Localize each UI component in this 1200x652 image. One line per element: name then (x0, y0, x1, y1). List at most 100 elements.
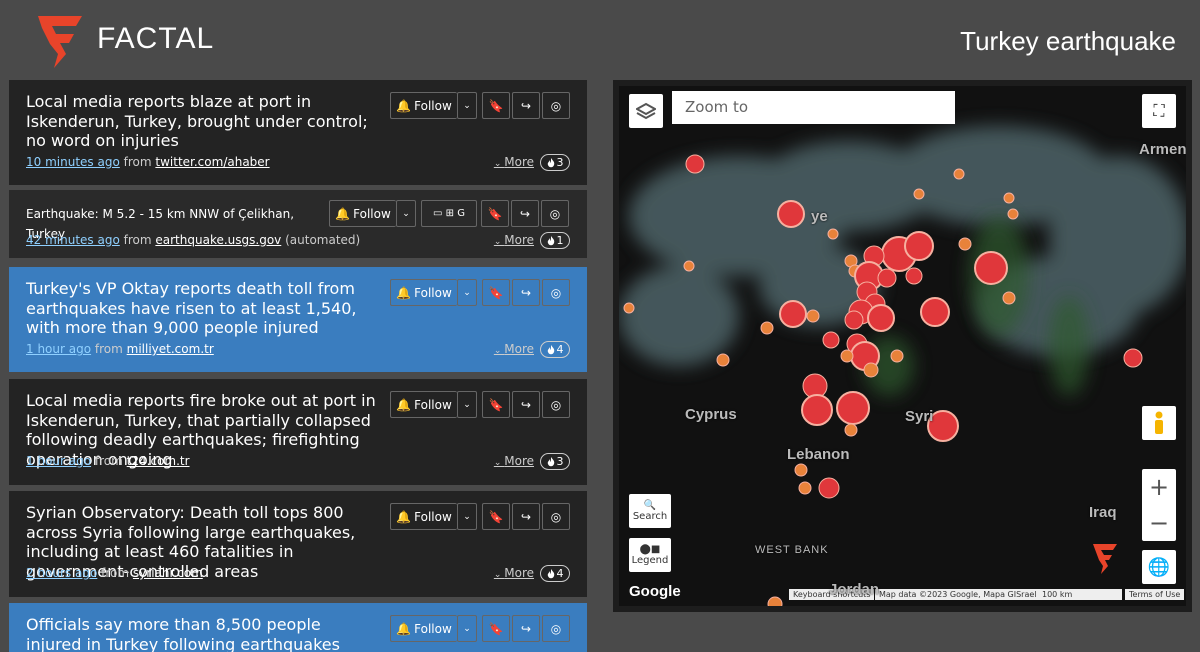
quake-marker[interactable] (844, 310, 864, 330)
time[interactable]: 2 hours ago (26, 566, 98, 580)
quake-marker[interactable] (920, 297, 950, 327)
follow-menu[interactable]: ⌄ (396, 200, 416, 227)
count-badge[interactable]: 3 (540, 154, 570, 171)
watch-button[interactable]: ◎ (542, 279, 570, 306)
count-badge[interactable]: 3 (540, 453, 570, 470)
quake-marker[interactable] (623, 302, 635, 314)
watch-button[interactable]: ◎ (542, 615, 570, 642)
bookmark-button[interactable]: 🔖 (482, 279, 510, 306)
follow-button[interactable]: 🔔 Follow (329, 200, 396, 227)
quake-marker[interactable] (794, 463, 808, 477)
bookmark-button[interactable]: 🔖 (481, 200, 509, 227)
source[interactable]: milliyet.com.tr (126, 342, 214, 356)
headline[interactable]: Syrian Observatory: Death toll tops 800 … (26, 503, 356, 581)
quake-marker[interactable] (798, 481, 812, 495)
follow-menu[interactable]: ⌄ (457, 503, 477, 530)
time[interactable]: 42 minutes ago (26, 233, 120, 247)
count-badge[interactable]: 4 (540, 565, 570, 582)
quake-marker[interactable] (840, 349, 854, 363)
share-button[interactable]: ↪ (512, 92, 540, 119)
quake-marker[interactable] (1002, 291, 1016, 305)
quake-marker[interactable] (867, 304, 895, 332)
headline[interactable]: Turkey's VP Oktay reports death toll fro… (26, 279, 357, 337)
count-badge[interactable]: 4 (540, 341, 570, 358)
legend-control[interactable]: ⬤■ Legend (629, 538, 671, 572)
bookmark-button[interactable]: 🔖 (482, 503, 510, 530)
quake-marker[interactable] (836, 391, 870, 425)
quake-marker[interactable] (806, 309, 820, 323)
watch-button[interactable]: ◎ (542, 503, 570, 530)
quake-marker[interactable] (827, 228, 839, 240)
follow-menu[interactable]: ⌄ (457, 279, 477, 306)
layers-button[interactable] (629, 94, 663, 128)
quake-marker[interactable] (974, 251, 1008, 285)
zoom-controls[interactable]: + − (1142, 469, 1176, 541)
quake-marker[interactable] (801, 394, 833, 426)
quake-marker[interactable] (683, 260, 695, 272)
search-control[interactable]: 🔍 Search (629, 494, 671, 528)
quake-marker[interactable] (760, 321, 774, 335)
zoom-search[interactable]: Zoom to (672, 91, 955, 124)
quake-marker[interactable] (779, 300, 807, 328)
follow-button[interactable]: 🔔 Follow (390, 391, 457, 418)
quake-marker[interactable] (777, 200, 805, 228)
time[interactable]: 1 hour ago (26, 454, 92, 468)
zoom-out[interactable]: − (1148, 509, 1170, 537)
more-link[interactable]: ⌄ More (493, 233, 534, 247)
bookmark-button[interactable]: 🔖 (482, 615, 510, 642)
quake-marker[interactable] (1123, 348, 1143, 368)
quake-marker[interactable] (927, 410, 959, 442)
time[interactable]: 10 minutes ago (26, 155, 120, 169)
headline[interactable]: Local media reports blaze at port in Isk… (26, 92, 368, 150)
source[interactable]: syriahr.com (132, 566, 203, 580)
share-button[interactable]: ↪ (512, 391, 540, 418)
follow-button[interactable]: 🔔 Follow (390, 503, 457, 530)
quake-marker[interactable] (905, 267, 923, 285)
follow-menu[interactable]: ⌄ (457, 391, 477, 418)
time[interactable]: 1 hour ago (26, 342, 92, 356)
locate-button[interactable]: 🌐 (1142, 550, 1176, 584)
follow-menu[interactable]: ⌄ (457, 92, 477, 119)
follow-button[interactable]: 🔔 Follow (390, 92, 457, 119)
quake-marker[interactable] (913, 188, 925, 200)
quake-marker[interactable] (953, 168, 965, 180)
headline[interactable]: Local media reports fire broke out at po… (26, 391, 376, 469)
watch-button[interactable]: ◎ (542, 391, 570, 418)
quake-marker[interactable] (716, 353, 730, 367)
fullscreen-button[interactable]: ⛶ (1142, 94, 1176, 128)
share-button[interactable]: ↪ (512, 503, 540, 530)
follow-button[interactable]: 🔔 Follow (390, 615, 457, 642)
street-view[interactable] (1142, 406, 1176, 440)
follow-button[interactable]: 🔔 Follow (390, 279, 457, 306)
quake-marker[interactable] (890, 349, 904, 363)
quake-marker[interactable] (1003, 192, 1015, 204)
headline[interactable]: Earthquake: M 5.2 - 15 km NNW of Çelikha… (26, 207, 295, 241)
bookmark-button[interactable]: 🔖 (482, 391, 510, 418)
watch-button[interactable]: ◎ (542, 92, 570, 119)
quake-marker[interactable] (904, 231, 934, 261)
quake-marker[interactable] (844, 423, 858, 437)
quake-marker[interactable] (822, 331, 840, 349)
source-icons[interactable]: ▭ ⊞ G (421, 200, 477, 227)
headline[interactable]: Officials say more than 8,500 people inj… (26, 615, 340, 652)
source[interactable]: twitter.com/ahaber (155, 155, 270, 169)
quake-marker[interactable] (767, 596, 783, 606)
count-badge[interactable]: 1 (540, 232, 570, 249)
quake-marker[interactable] (818, 477, 840, 499)
share-button[interactable]: ↪ (511, 200, 539, 227)
quake-marker[interactable] (863, 362, 879, 378)
quake-marker[interactable] (685, 154, 705, 174)
terms[interactable]: Terms of Use (1125, 589, 1185, 600)
brand[interactable]: FACTAL (97, 22, 215, 55)
bookmark-button[interactable]: 🔖 (482, 92, 510, 119)
zoom-in[interactable]: + (1148, 473, 1170, 501)
quake-marker[interactable] (877, 268, 897, 288)
source[interactable]: earthquake.usgs.gov (155, 233, 282, 247)
quake-marker[interactable] (958, 237, 972, 251)
source[interactable]: t24.com.tr (126, 454, 190, 468)
more-link[interactable]: ⌄ More (493, 155, 534, 169)
share-button[interactable]: ↪ (512, 615, 540, 642)
quake-marker[interactable] (1007, 208, 1019, 220)
map[interactable]: Zoom to ⛶ + − 🌐 🔍 Search ⬤■ Legend Google K… (613, 80, 1192, 612)
watch-button[interactable]: ◎ (541, 200, 569, 227)
